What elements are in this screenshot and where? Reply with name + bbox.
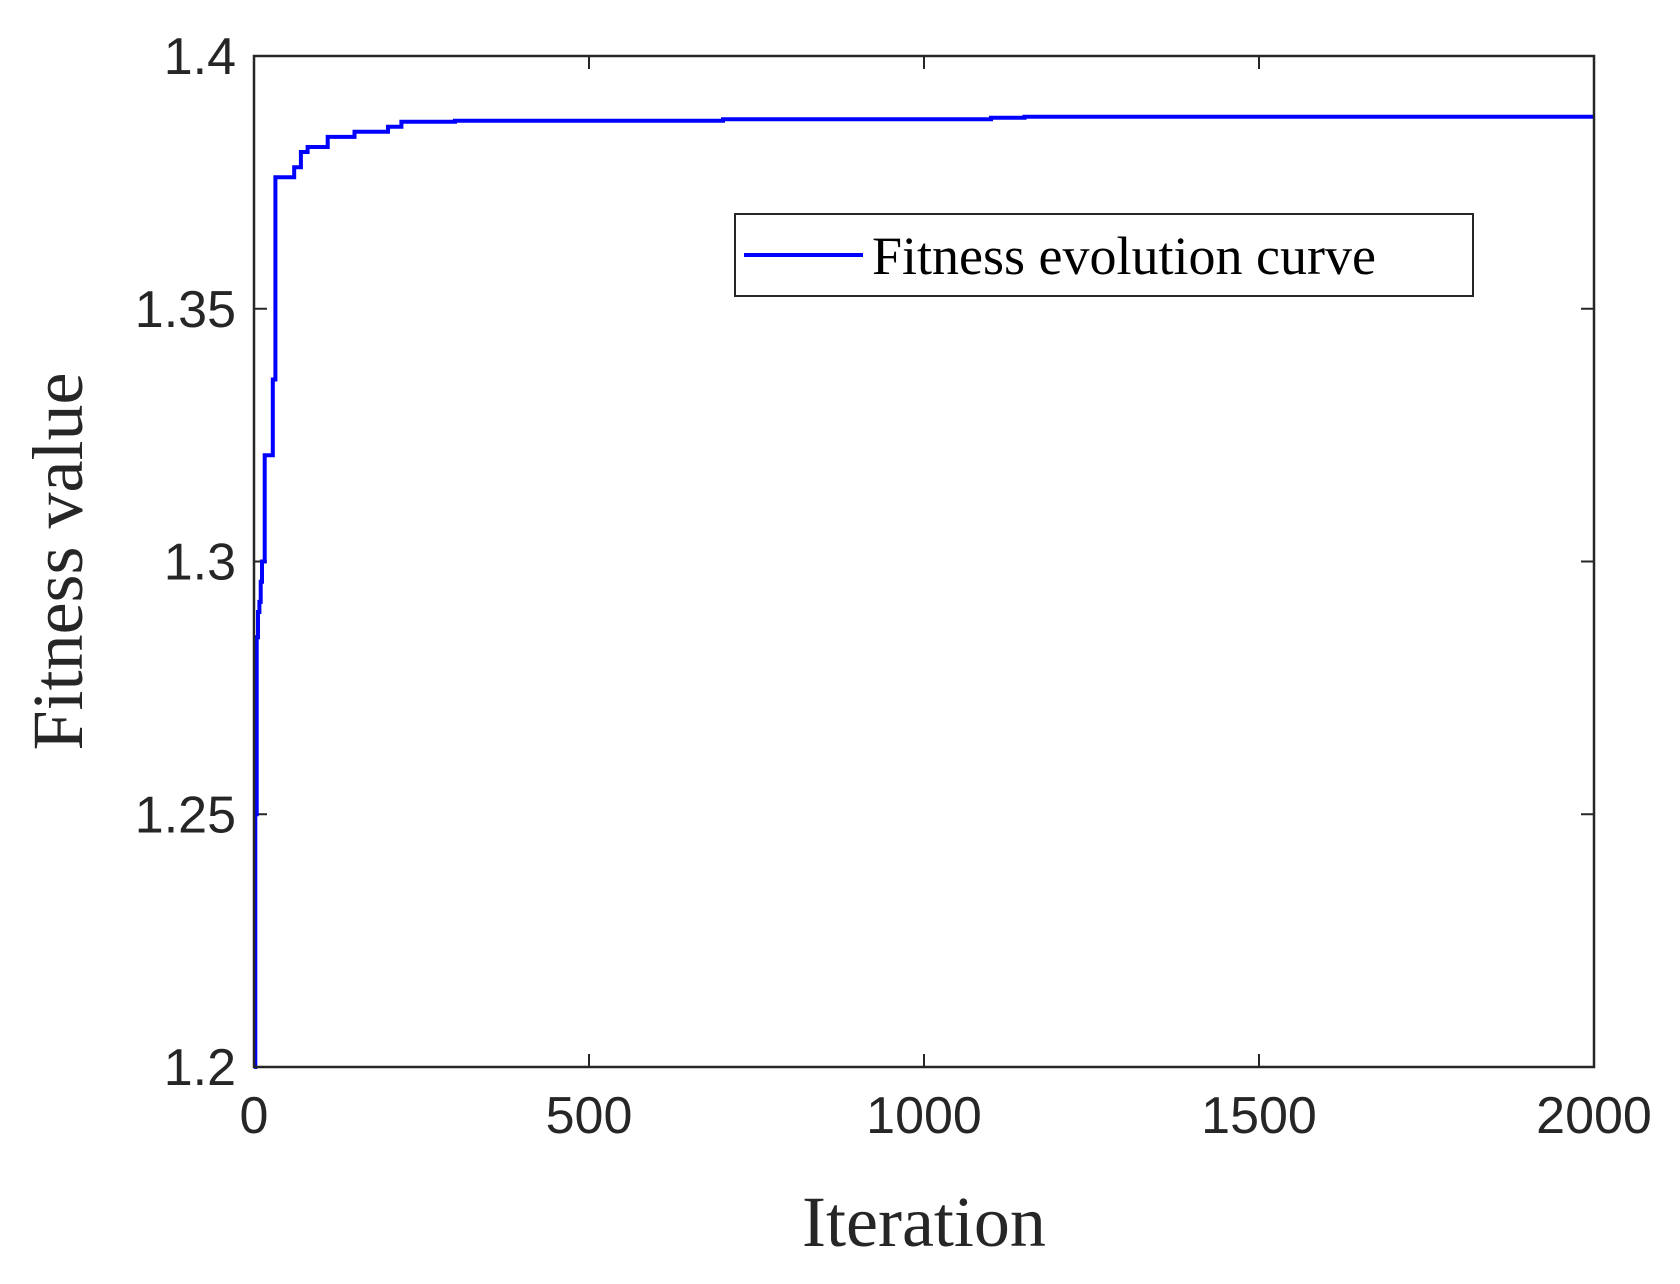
plot-area-frame — [254, 56, 1594, 1067]
x-tick-label: 500 — [546, 1087, 633, 1145]
y-tick-label: 1.25 — [135, 786, 236, 844]
legend-label: Fitness evolution curve — [872, 226, 1376, 286]
x-tick-label: 1000 — [866, 1087, 982, 1145]
tick-labels-layer: 0 500 1000 1500 2000 1.2 1.25 1.3 1.35 1.4 — [135, 28, 1652, 1145]
x-tick-label: 0 — [240, 1087, 269, 1145]
y-tick-label: 1.35 — [135, 281, 236, 339]
y-axis-title: Fitness value — [18, 373, 98, 751]
legend: Fitness evolution curve — [735, 214, 1473, 296]
x-axis-title: Iteration — [802, 1182, 1046, 1262]
y-tick-label: 1.3 — [164, 534, 236, 592]
x-tick-label: 1500 — [1201, 1087, 1317, 1145]
ticks-layer — [254, 56, 1594, 1067]
y-tick-label: 1.4 — [164, 28, 236, 86]
x-tick-label: 2000 — [1536, 1087, 1652, 1145]
fitness-chart: 0 500 1000 1500 2000 1.2 1.25 1.3 1.35 1.4 Iterat… — [0, 0, 1680, 1284]
y-tick-label: 1.2 — [164, 1039, 236, 1097]
